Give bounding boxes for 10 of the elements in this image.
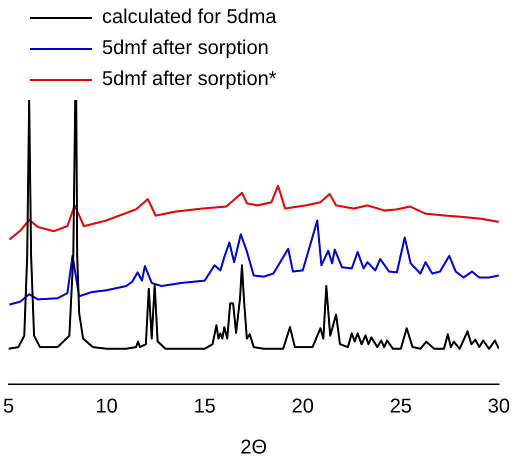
- x-tick-label: 30: [488, 396, 510, 418]
- x-tick-label: 10: [96, 396, 118, 418]
- x-tick-label: 5: [3, 396, 14, 418]
- legend-label: 5dmf after sorption*: [102, 68, 277, 91]
- x-tick-label: 20: [292, 396, 314, 418]
- legend-label: calculated for 5dma: [102, 6, 277, 29]
- x-tick-label: 25: [390, 396, 412, 418]
- legend-label: 5dmf after sorption: [102, 37, 269, 60]
- x-tick-label: 15: [194, 396, 216, 418]
- x-axis-title: 2Θ: [240, 436, 268, 459]
